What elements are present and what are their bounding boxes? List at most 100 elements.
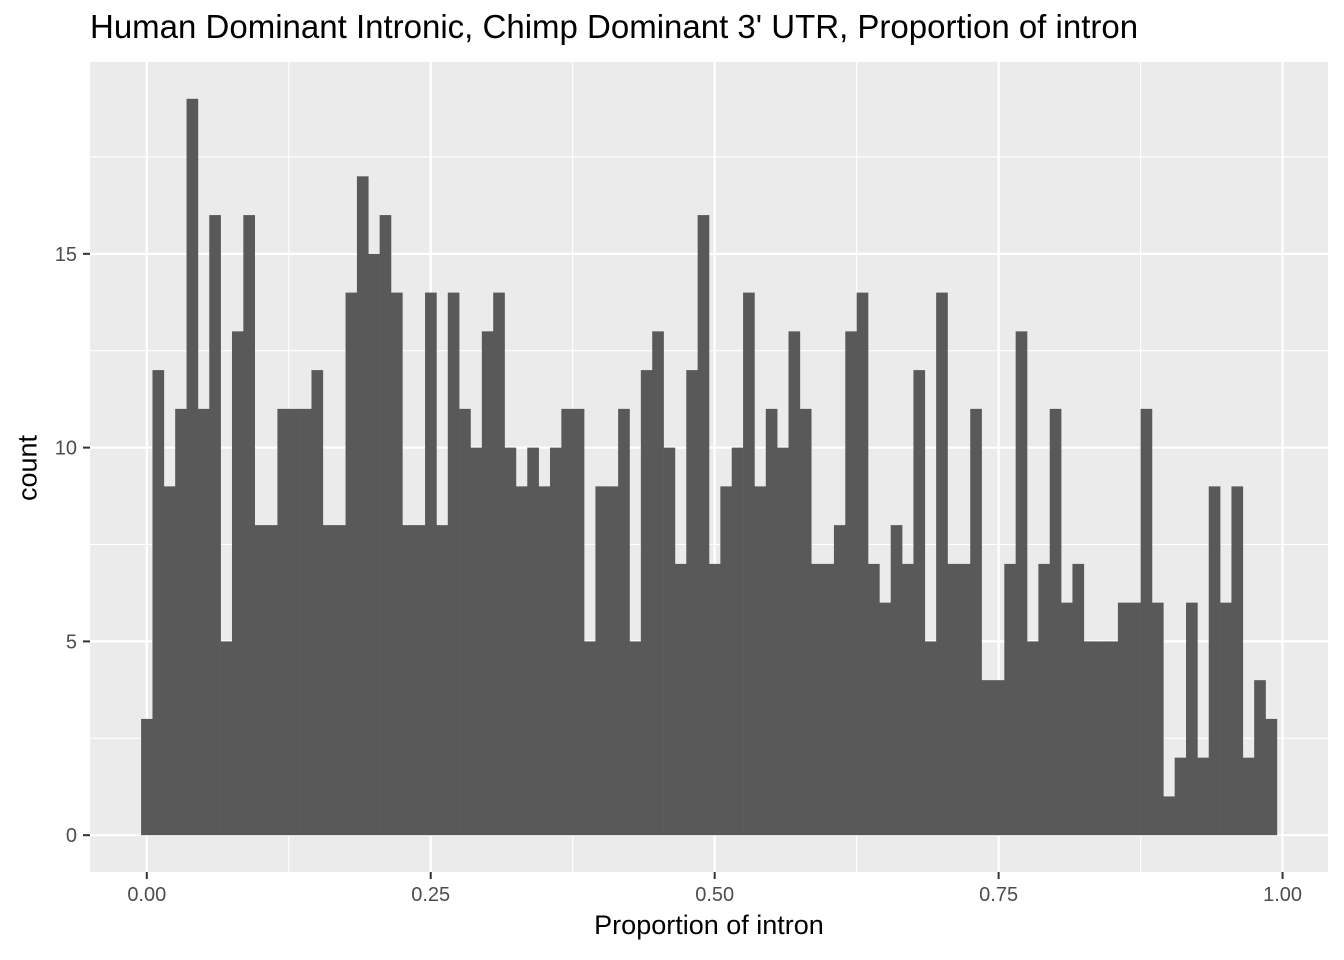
histogram-bar — [640, 370, 653, 836]
histogram-bar — [754, 486, 767, 836]
histogram-bar — [902, 563, 914, 836]
histogram-bar — [1095, 641, 1107, 836]
x-tick-label: 0.75 — [979, 884, 1018, 906]
histogram-bar — [1242, 757, 1255, 836]
histogram-bar — [652, 331, 664, 836]
histogram-bar — [1015, 331, 1028, 836]
histogram-bar — [390, 292, 403, 836]
histogram-bar — [186, 98, 199, 836]
histogram-bar — [1254, 680, 1266, 836]
histogram-bar — [868, 563, 880, 836]
histogram-bar — [731, 447, 744, 836]
x-tick-label: 0.50 — [695, 884, 734, 906]
histogram-bar — [197, 408, 210, 836]
histogram-bar — [913, 370, 926, 836]
histogram-bar — [799, 408, 812, 836]
histogram-bar — [175, 408, 187, 836]
y-axis-title: count — [12, 434, 43, 502]
histogram-bar — [447, 292, 460, 836]
histogram-bar — [674, 563, 687, 836]
histogram-bar — [1197, 757, 1210, 836]
chart-title: Human Dominant Intronic, Chimp Dominant … — [90, 8, 1139, 45]
histogram-bar — [618, 408, 630, 836]
x-tick-label: 1.00 — [1263, 884, 1302, 906]
histogram-bar — [890, 525, 903, 836]
histogram-bar — [493, 292, 505, 836]
histogram-bar — [141, 718, 153, 836]
histogram-bar — [334, 525, 346, 836]
histogram-bar — [981, 680, 994, 836]
histogram-bar — [958, 563, 971, 836]
histogram-bar — [1004, 563, 1016, 836]
histogram-bar — [470, 447, 483, 836]
y-tick-label: 15 — [55, 244, 77, 266]
y-tick-label: 5 — [66, 631, 77, 653]
histogram-bar — [743, 292, 755, 836]
histogram-bar — [856, 292, 869, 836]
histogram-bar — [266, 525, 278, 836]
histogram-bar — [1151, 602, 1164, 836]
histogram-bar — [549, 447, 562, 836]
histogram-bar — [209, 215, 221, 836]
histogram-bar — [163, 486, 176, 836]
histogram-bar — [992, 680, 1005, 836]
histogram-bar — [1061, 602, 1073, 836]
histogram-bar — [584, 641, 596, 836]
histogram-bar — [1265, 718, 1278, 836]
histogram-bar — [254, 525, 267, 836]
y-tick-label: 10 — [55, 438, 77, 460]
histogram-bar — [481, 331, 494, 836]
histogram-bar — [311, 370, 324, 836]
histogram-bar — [947, 563, 960, 836]
histogram-bar — [1038, 563, 1051, 836]
histogram-bar — [368, 253, 380, 836]
histogram-bar — [356, 176, 369, 836]
histogram-bar — [595, 486, 608, 836]
histogram-bar — [538, 486, 551, 836]
histogram-bar — [788, 331, 801, 836]
histogram-bar — [970, 408, 982, 836]
histogram-bar — [561, 408, 574, 836]
histogram-bar — [1083, 641, 1096, 836]
histogram-bar — [1163, 796, 1175, 836]
histogram-bar — [504, 447, 517, 836]
histogram-bar — [1049, 408, 1062, 836]
histogram-bar — [1231, 486, 1244, 836]
x-tick-label: 0.00 — [127, 884, 166, 906]
histogram-bar — [1174, 757, 1187, 836]
histogram-bar — [231, 331, 244, 836]
histogram-bar — [1117, 602, 1130, 836]
histogram-bar — [1208, 486, 1221, 836]
histogram-bar — [686, 370, 698, 836]
y-axis: 0 5 10 15 — [55, 244, 90, 847]
histogram-bar — [379, 215, 392, 836]
histogram-bar — [1106, 641, 1119, 836]
histogram-bar — [845, 331, 857, 836]
y-tick-label: 0 — [66, 825, 77, 847]
histogram-bar — [288, 408, 301, 836]
histogram-bar — [515, 486, 528, 836]
histogram-bar — [300, 408, 312, 836]
histogram-bar — [765, 408, 778, 836]
histogram-bar — [663, 447, 676, 836]
histogram-bar — [152, 370, 165, 836]
histogram-bar — [606, 486, 619, 836]
histogram-bar — [822, 563, 835, 836]
x-tick-label: 0.25 — [411, 884, 450, 906]
histogram-bar — [720, 486, 733, 836]
histogram-bars — [141, 98, 1278, 836]
histogram-bar — [811, 563, 823, 836]
histogram-bar — [402, 525, 414, 836]
histogram-bar — [425, 292, 437, 836]
histogram-bar — [1129, 602, 1141, 836]
histogram-bar — [527, 447, 539, 836]
histogram-bar — [345, 292, 358, 836]
histogram-bar — [879, 602, 892, 836]
histogram-bar — [459, 408, 471, 836]
histogram-bar — [243, 215, 255, 836]
histogram-bar — [1140, 408, 1153, 836]
histogram-bar — [709, 563, 721, 836]
histogram-bar — [413, 525, 426, 836]
histogram-bar — [777, 447, 789, 836]
